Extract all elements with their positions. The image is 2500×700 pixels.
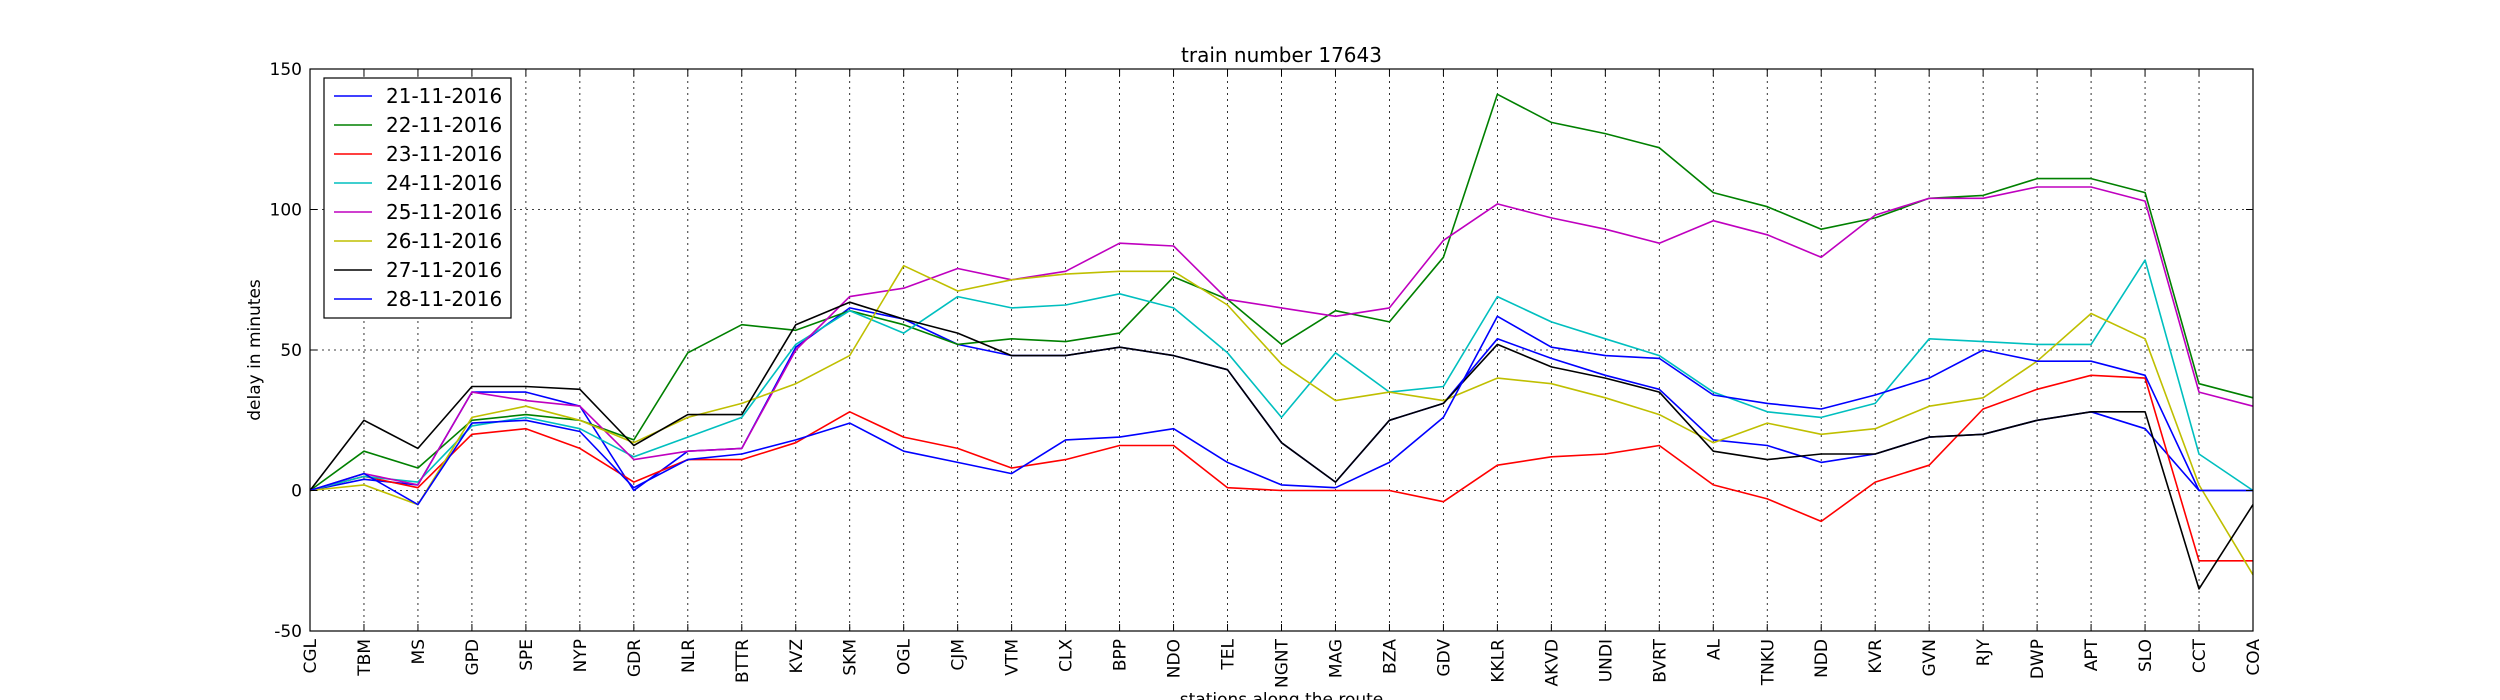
y-axis-title: delay in minutes: [245, 279, 265, 421]
x-tick-label: MAG: [1326, 639, 1346, 678]
axis-ticks: CGL TBM MS GPD SPE NYP GDR NLR BTTR KVZ SKM OGL CJM V…: [270, 60, 2264, 688]
x-tick-label: AKVD: [1542, 639, 1562, 687]
x-axis-title: stations along the route: [1180, 690, 1384, 700]
x-tick-label: DWP: [2028, 639, 2048, 679]
x-tick-label: MS: [409, 639, 429, 664]
series-line: [309, 315, 2253, 506]
series-line: [309, 374, 2253, 562]
y-tick-label: -50: [274, 622, 302, 642]
x-tick-label: OGL: [895, 638, 915, 675]
x-tick-label: VTM: [1003, 639, 1023, 676]
series-line: [309, 301, 2254, 590]
x-tick-label: BZA: [1380, 639, 1400, 674]
x-tick-label: RJY: [1974, 638, 1994, 666]
x-tick-label: GDV: [1434, 639, 1454, 677]
legend-label: 27-11-2016: [386, 258, 502, 282]
grid-lines: [310, 69, 2253, 631]
x-tick-label: BVRT: [1650, 638, 1670, 682]
legend-label: 22-11-2016: [386, 113, 502, 137]
x-tick-label: TEL: [1219, 638, 1239, 670]
series-line: [309, 186, 2254, 492]
legend-label: 26-11-2016: [386, 229, 502, 253]
y-tick-label: 150: [270, 60, 302, 80]
x-tick-label: GDR: [625, 639, 645, 677]
y-tick-label: 50: [280, 341, 302, 361]
x-tick-label: SPE: [517, 639, 537, 671]
x-tick-label: SKM: [841, 639, 861, 676]
x-tick-label: COA: [2244, 639, 2264, 676]
x-tick-label: GVN: [1920, 639, 1940, 677]
x-tick-label: AL: [1704, 638, 1724, 660]
x-tick-label: GPD: [463, 639, 483, 676]
y-tick-label: 100: [270, 201, 302, 221]
x-tick-label: KVR: [1866, 639, 1886, 674]
x-tick-label: BTTR: [733, 639, 753, 683]
series-line: [309, 259, 2254, 492]
legend-label: 21-11-2016: [386, 84, 502, 108]
x-tick-label: NLR: [679, 639, 699, 673]
x-tick-label: KKLR: [1488, 639, 1508, 683]
x-tick-label: CLX: [1057, 639, 1077, 672]
legend-label: 24-11-2016: [386, 171, 502, 195]
legend-label: 28-11-2016: [386, 287, 502, 311]
chart-title: train number 17643: [1181, 43, 1382, 67]
x-tick-label: CJM: [949, 639, 969, 671]
x-tick-label: NDD: [1812, 639, 1832, 678]
x-tick-label: BPP: [1111, 639, 1131, 671]
y-tick-label: 0: [291, 482, 302, 502]
x-tick-label: NDO: [1165, 639, 1185, 678]
x-tick-label: CCT: [2190, 638, 2210, 673]
x-tick-label: CGL: [301, 638, 321, 673]
x-tick-label: NGNT: [1273, 638, 1293, 688]
legend-label: 23-11-2016: [386, 142, 502, 166]
legend: 21-11-2016 22-11-2016 23-11-2016 24-11-2016…: [323, 77, 512, 319]
x-tick-label: APT: [2082, 638, 2102, 671]
x-tick-label: UNDI: [1596, 639, 1616, 682]
x-tick-label: TNKU: [1758, 639, 1778, 686]
legend-label: 25-11-2016: [386, 200, 502, 224]
x-tick-label: SLO: [2136, 639, 2156, 672]
x-tick-label: TBM: [355, 639, 375, 677]
series-lines: [309, 93, 2254, 590]
series-line: [309, 264, 2254, 576]
x-tick-label: NYP: [571, 639, 591, 672]
x-tick-label: KVZ: [787, 639, 807, 673]
legend-box: [323, 77, 512, 319]
